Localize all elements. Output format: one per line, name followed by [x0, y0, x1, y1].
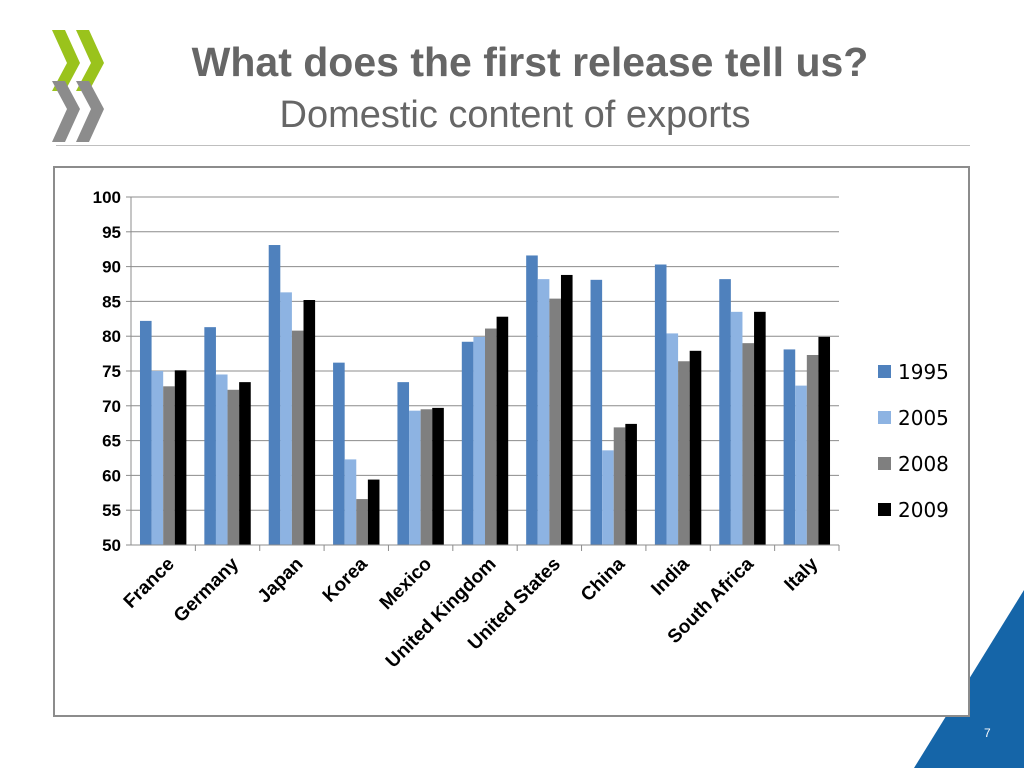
page-subtitle: Domestic content of exports — [279, 94, 751, 136]
legend-swatch — [878, 365, 891, 378]
bar — [139, 320, 152, 545]
y-tick-label: 90 — [102, 258, 121, 277]
x-tick-label: Japan — [254, 554, 308, 608]
bar — [602, 450, 614, 545]
x-tick-label: Mexico — [376, 554, 436, 614]
x-tick-label: India — [647, 553, 694, 600]
legend-swatch — [878, 503, 891, 516]
x-tick-label: China — [577, 553, 629, 605]
bar — [367, 479, 380, 545]
bar — [291, 330, 304, 545]
x-tick-label: Korea — [319, 553, 372, 606]
y-tick-label: 100 — [93, 188, 121, 207]
bar — [795, 385, 807, 545]
y-tick-label: 75 — [102, 362, 121, 381]
bar — [754, 311, 766, 545]
bar — [227, 389, 240, 545]
x-tick-label: Italy — [781, 553, 823, 595]
bar — [397, 382, 410, 545]
y-tick-label: 70 — [102, 397, 121, 416]
y-tick-label: 85 — [102, 292, 121, 311]
bar — [344, 459, 357, 545]
bar — [613, 427, 626, 545]
bar — [689, 350, 702, 545]
bar — [625, 423, 637, 545]
y-tick-label: 80 — [102, 327, 121, 346]
bar — [537, 279, 550, 545]
bar — [151, 371, 164, 545]
bar — [485, 328, 497, 545]
bar — [215, 374, 228, 545]
legend-label: 1995 — [898, 360, 949, 384]
bar — [496, 316, 509, 545]
bar — [473, 336, 485, 545]
bar — [719, 279, 731, 545]
bar — [174, 370, 187, 545]
bar — [654, 264, 667, 545]
bar — [783, 349, 796, 545]
bar — [163, 386, 175, 545]
bar — [549, 298, 561, 545]
bar — [432, 407, 444, 545]
y-tick-label: 55 — [102, 501, 121, 520]
y-tick-label: 60 — [102, 466, 121, 485]
bar — [303, 300, 316, 545]
chart-frame: 50 55 60 65 70 75 80 85 90 95 100 France Germany Japa… — [53, 166, 970, 717]
bar — [461, 341, 474, 545]
y-tick-label: 95 — [102, 223, 121, 242]
bar — [742, 343, 755, 545]
page-number: 7 — [984, 726, 991, 740]
bar — [420, 409, 433, 545]
bar — [239, 382, 251, 545]
bar — [730, 311, 743, 545]
bar — [409, 410, 421, 545]
logo-green-chevron-right — [76, 30, 104, 91]
bar — [666, 333, 679, 545]
header-divider — [56, 145, 970, 146]
logo-grey-chevron-right — [76, 81, 104, 142]
x-tick-label: United Kingdom — [382, 554, 501, 673]
bar — [560, 274, 573, 545]
legend-label: 2008 — [898, 452, 949, 476]
bar — [333, 362, 345, 545]
legend-swatch — [878, 457, 891, 470]
oecd-logo — [52, 30, 104, 142]
legend-label: 2005 — [898, 406, 949, 430]
bar — [280, 292, 292, 545]
y-tick-label: 65 — [102, 432, 121, 451]
x-tick-label: France — [120, 554, 179, 613]
bar — [356, 499, 368, 545]
bar — [590, 279, 603, 545]
logo-green-chevron-left — [52, 30, 80, 91]
logo-grey-chevron-left — [52, 81, 80, 142]
y-tick-label: 50 — [102, 536, 121, 555]
legend-label: 2009 — [898, 498, 949, 522]
bar — [806, 354, 819, 545]
bar — [268, 245, 281, 546]
bar — [204, 327, 216, 545]
page-title: What does the first release tell us? — [191, 39, 869, 85]
bar — [818, 336, 831, 545]
x-tick-label: Germany — [170, 553, 243, 626]
bar — [678, 361, 690, 545]
legend-swatch — [878, 411, 891, 424]
bar — [526, 255, 538, 545]
